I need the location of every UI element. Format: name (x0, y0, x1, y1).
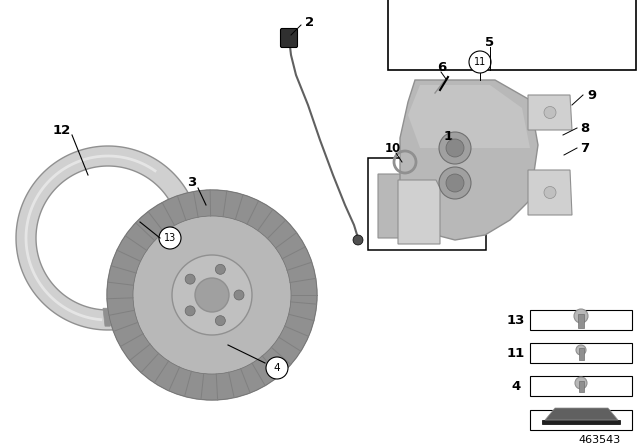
Circle shape (446, 139, 464, 157)
Polygon shape (528, 95, 572, 130)
Circle shape (575, 377, 587, 389)
Text: 8: 8 (580, 121, 589, 134)
Polygon shape (542, 420, 620, 424)
Polygon shape (408, 85, 530, 148)
Circle shape (215, 316, 225, 326)
Circle shape (469, 51, 491, 73)
Text: 9: 9 (588, 89, 596, 102)
Circle shape (159, 227, 181, 249)
Circle shape (544, 107, 556, 119)
Circle shape (107, 190, 317, 400)
Text: 11: 11 (474, 57, 486, 67)
Bar (530, 310, 632, 330)
Text: 2: 2 (305, 16, 315, 29)
Text: 4: 4 (511, 379, 520, 392)
Polygon shape (378, 174, 418, 238)
Bar (388, 0, 636, 70)
Bar (368, 158, 486, 250)
Polygon shape (103, 308, 116, 326)
Text: 11: 11 (507, 346, 525, 359)
Bar (530, 343, 632, 363)
Circle shape (439, 167, 471, 199)
Polygon shape (528, 170, 572, 215)
Text: 7: 7 (580, 142, 589, 155)
Circle shape (172, 255, 252, 335)
Bar (579, 381, 584, 392)
Text: 463543: 463543 (579, 435, 621, 445)
Bar (530, 376, 632, 396)
FancyBboxPatch shape (280, 29, 298, 47)
Circle shape (234, 290, 244, 300)
Text: 13: 13 (507, 314, 525, 327)
Circle shape (544, 186, 556, 198)
Text: 5: 5 (485, 35, 495, 48)
Polygon shape (545, 408, 618, 420)
Polygon shape (398, 180, 440, 244)
Circle shape (185, 274, 195, 284)
Bar (530, 410, 632, 430)
Polygon shape (400, 80, 538, 240)
Polygon shape (16, 146, 189, 330)
Circle shape (195, 278, 229, 312)
Circle shape (215, 264, 225, 274)
Text: 13: 13 (164, 233, 176, 243)
Circle shape (185, 306, 195, 316)
Text: 12: 12 (53, 124, 71, 137)
Circle shape (266, 357, 288, 379)
Circle shape (446, 174, 464, 192)
Text: 10: 10 (385, 142, 401, 155)
Circle shape (439, 132, 471, 164)
Bar (579, 348, 584, 360)
Circle shape (353, 235, 363, 245)
Text: 1: 1 (444, 129, 452, 142)
Wedge shape (107, 190, 317, 400)
Bar (578, 314, 584, 328)
Text: 4: 4 (274, 363, 280, 373)
Text: 3: 3 (188, 176, 196, 189)
Text: 6: 6 (437, 60, 447, 73)
Circle shape (576, 345, 586, 355)
Circle shape (574, 309, 588, 323)
